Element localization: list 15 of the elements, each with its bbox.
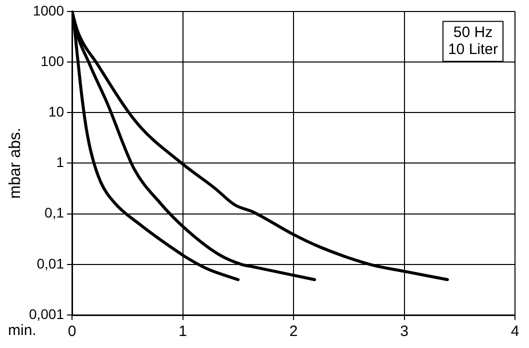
y-tick-label: 0,1	[44, 204, 64, 221]
x-tick-label: 2	[289, 323, 298, 340]
y-tick-label: 1000	[32, 2, 64, 18]
x-tick-label: 1	[178, 323, 187, 340]
x-tick-label: 4	[510, 323, 520, 340]
y-tick-label: 100	[40, 52, 64, 69]
y-tick-label: 0,01	[36, 255, 64, 272]
x-axis-title: min.	[8, 322, 36, 340]
x-tick-label: 0	[68, 323, 76, 340]
x-tick-label: 3	[400, 323, 408, 340]
y-tick-label: 1	[56, 154, 64, 170]
y-axis-title: mbar abs.	[7, 128, 24, 199]
y-tick-label: 0,001	[28, 306, 64, 322]
y-tick-label: 10	[48, 103, 64, 120]
annotation: 50 Hz 10 Liter	[448, 24, 498, 58]
